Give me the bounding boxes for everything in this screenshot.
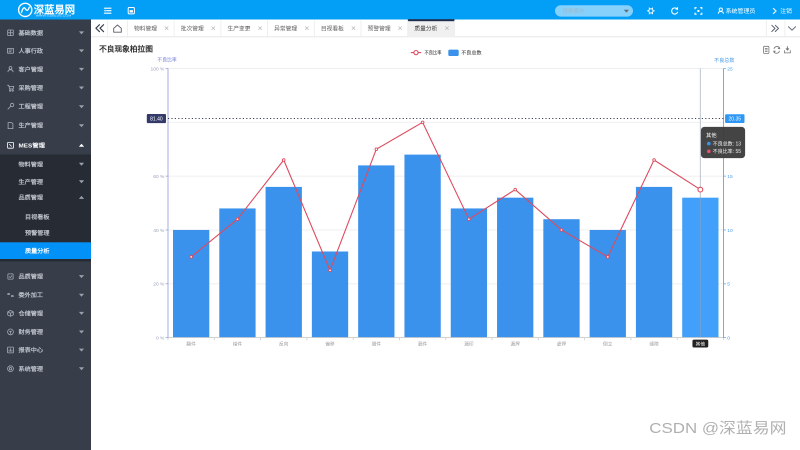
svg-text:翻件: 翻件 — [186, 340, 196, 347]
svg-text:漏印: 漏印 — [464, 340, 474, 347]
svg-text:基础数据: 基础数据 — [17, 29, 43, 37]
svg-text:20 %: 20 % — [153, 282, 165, 288]
svg-text:不良总数: 不良总数 — [461, 49, 482, 57]
svg-text:异常管理: 异常管理 — [274, 24, 298, 32]
svg-text:虚焊: 虚焊 — [557, 340, 567, 347]
svg-text:MES管理: MES管理 — [19, 141, 46, 149]
svg-text:搜索模块: 搜索模块 — [563, 7, 585, 15]
svg-text:生产变更: 生产变更 — [227, 24, 251, 32]
svg-text:客户管理: 客户管理 — [17, 65, 43, 73]
svg-text:漏件: 漏件 — [418, 340, 428, 347]
svg-text:40 %: 40 % — [153, 228, 165, 234]
svg-text:物料管理: 物料管理 — [19, 160, 44, 168]
svg-text:目视看板: 目视看板 — [25, 213, 50, 221]
svg-text:目视看板: 目视看板 — [321, 24, 345, 32]
svg-text:反向: 反向 — [279, 340, 289, 347]
svg-text:质量分析: 质量分析 — [25, 247, 50, 255]
svg-text:物料管理: 物料管理 — [134, 24, 158, 32]
svg-text:偏移: 偏移 — [325, 340, 335, 347]
svg-text:工程管理: 工程管理 — [19, 103, 44, 111]
svg-text:100 %: 100 % — [151, 66, 166, 72]
svg-text:不良总数: 不良总数 — [714, 57, 734, 64]
svg-text:倒立: 倒立 — [603, 340, 613, 347]
svg-text:15: 15 — [727, 174, 733, 180]
svg-text:生产管理: 生产管理 — [19, 122, 44, 130]
svg-text:不良比率: 不良比率 — [425, 49, 443, 57]
svg-text:品质管理: 品质管理 — [19, 273, 44, 281]
svg-text:采购管理: 采购管理 — [17, 84, 43, 92]
svg-text:CSDN @深蓝易网: CSDN @深蓝易网 — [649, 420, 786, 437]
svg-text:人事行政: 人事行政 — [17, 47, 43, 55]
svg-text:委外加工: 委外加工 — [17, 291, 43, 299]
svg-text:错件: 错件 — [233, 340, 243, 347]
svg-text:81.40: 81.40 — [150, 116, 163, 122]
svg-text:系统管理: 系统管理 — [19, 365, 44, 373]
svg-text:不良比率: 不良比率 — [157, 56, 176, 63]
svg-text:5: 5 — [727, 282, 730, 288]
svg-text:仓储管理: 仓储管理 — [17, 309, 43, 317]
svg-text:25: 25 — [727, 66, 733, 72]
svg-text:60 %: 60 % — [153, 174, 165, 180]
svg-text:生产管理: 生产管理 — [19, 178, 44, 186]
svg-text:品质管理: 品质管理 — [19, 194, 44, 202]
svg-text:翘件: 翘件 — [372, 340, 382, 347]
svg-text:不良现象柏拉图: 不良现象柏拉图 — [99, 43, 153, 53]
svg-text:其他: 其他 — [706, 131, 716, 139]
svg-text:预警管理: 预警管理 — [368, 24, 392, 32]
svg-text:其他: 其他 — [696, 340, 706, 347]
svg-text:深蓝易网: 深蓝易网 — [34, 3, 75, 16]
svg-text:预警管理: 预警管理 — [25, 229, 50, 237]
svg-text:财务管理: 财务管理 — [17, 328, 43, 336]
svg-text:漏焊: 漏焊 — [510, 340, 520, 347]
svg-text:0 %: 0 % — [156, 335, 165, 341]
svg-text:注销: 注销 — [780, 7, 792, 15]
svg-text:不良总数: 13: 不良总数: 13 — [713, 141, 742, 148]
svg-text:批次管理: 批次管理 — [181, 24, 205, 32]
svg-text:WWW.GDBLUE.COM: WWW.GDBLUE.COM — [36, 14, 72, 18]
svg-text:质量分析: 质量分析 — [414, 24, 438, 32]
svg-text:缝隙: 缝隙 — [649, 340, 659, 347]
svg-text:系统管理员: 系统管理员 — [726, 7, 756, 15]
svg-text:不良比率: 55: 不良比率: 55 — [713, 148, 742, 155]
svg-text:报表中心: 报表中心 — [19, 346, 44, 354]
svg-text:10: 10 — [727, 228, 733, 234]
svg-text:0: 0 — [727, 335, 730, 341]
svg-text:20.35: 20.35 — [729, 116, 742, 122]
